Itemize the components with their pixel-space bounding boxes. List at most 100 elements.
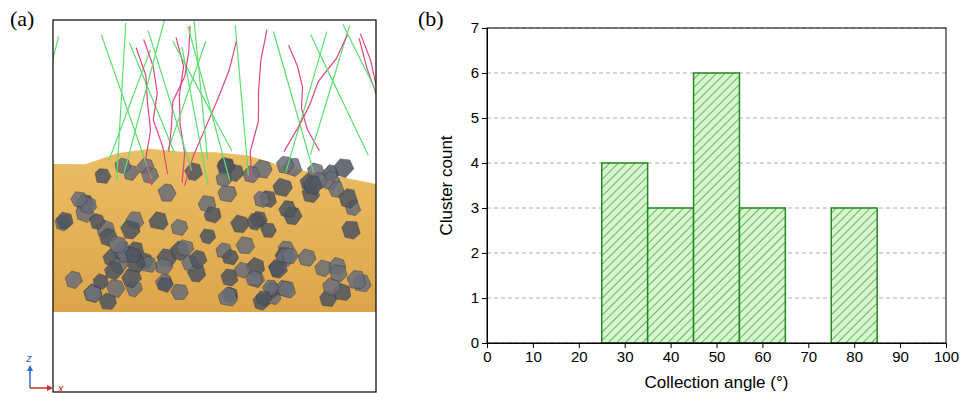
particle <box>204 207 221 223</box>
substrate-band <box>53 149 376 312</box>
y-tick: 6 <box>471 64 487 81</box>
trajectory <box>53 37 59 163</box>
axis-x-label: x <box>57 382 64 394</box>
y-tick: 0 <box>471 334 487 351</box>
trajectory <box>359 38 376 183</box>
particle <box>342 221 360 239</box>
bar <box>831 208 877 343</box>
x-tick: 0 <box>483 343 491 365</box>
y-tick: 4 <box>471 154 487 171</box>
y-tick-mark <box>482 73 487 74</box>
bar <box>739 208 785 343</box>
particle <box>218 185 237 202</box>
bar <box>602 163 648 343</box>
figure: zx(a)(b)010203040506070809010001234567Co… <box>0 0 969 406</box>
axis-x-arrowhead <box>47 385 53 391</box>
particle <box>222 249 238 265</box>
x-tick: 10 <box>525 343 542 365</box>
y-tick-label: 7 <box>471 19 479 36</box>
x-tick-label: 20 <box>571 348 588 365</box>
particle <box>269 260 288 279</box>
particle <box>149 212 168 230</box>
x-tick: 60 <box>755 343 772 365</box>
particle <box>278 282 296 299</box>
trajectory <box>124 21 165 176</box>
particle <box>65 271 82 288</box>
particle <box>282 248 298 264</box>
trajectory <box>144 39 168 173</box>
x-tick: 70 <box>800 343 817 365</box>
y-tick: 7 <box>471 19 487 36</box>
y-tick-mark <box>482 163 487 164</box>
particle <box>157 278 173 293</box>
bar <box>694 73 740 343</box>
y-axis-title: Cluster count <box>437 135 456 235</box>
y-tick-label: 0 <box>471 334 479 351</box>
x-tick: 50 <box>709 343 726 365</box>
y-axis-line <box>482 29 488 344</box>
y-tick-mark <box>482 253 487 254</box>
axis-z-arrowhead <box>27 365 33 371</box>
x-tick-label: 30 <box>617 348 634 365</box>
y-tick-label: 2 <box>471 244 479 261</box>
particle <box>347 270 366 288</box>
x-tick: 30 <box>617 343 634 365</box>
y-tick-mark <box>482 208 487 209</box>
y-tick-label: 5 <box>471 109 479 126</box>
x-tick-label: 100 <box>934 348 959 365</box>
plot-frame <box>487 28 946 343</box>
x-tick-label: 40 <box>663 348 680 365</box>
trajectory <box>284 35 347 152</box>
grid <box>487 28 946 343</box>
bar <box>648 208 694 343</box>
y-tick-mark <box>482 298 487 299</box>
particle <box>125 247 141 263</box>
particle <box>330 265 347 282</box>
x-tick-label: 50 <box>709 348 726 365</box>
y-tick-mark <box>482 118 487 119</box>
trajectory <box>188 26 230 180</box>
particle <box>276 156 294 173</box>
y-tick: 3 <box>471 199 487 216</box>
trajectory <box>173 41 232 151</box>
particle <box>189 250 207 268</box>
y-tick-mark <box>482 28 487 29</box>
particle <box>279 201 297 217</box>
trajectory <box>311 35 369 156</box>
x-tick: 80 <box>846 343 863 365</box>
y-tick-label: 1 <box>471 289 479 306</box>
particle <box>108 236 126 253</box>
particle <box>121 220 141 239</box>
particle <box>89 214 105 230</box>
x-tick: 20 <box>571 343 588 365</box>
trajectory <box>310 25 349 155</box>
particle <box>93 274 108 290</box>
particle <box>298 249 316 266</box>
trajectory <box>109 49 151 160</box>
particle <box>261 223 277 237</box>
particle <box>221 269 238 286</box>
particle <box>171 219 188 235</box>
particle <box>246 270 262 286</box>
x-axis-title: Collection angle (°) <box>645 373 789 392</box>
trajectory <box>169 26 190 152</box>
x-tick: 90 <box>892 343 909 365</box>
particle <box>315 260 332 277</box>
particle <box>95 169 111 184</box>
trajectory <box>250 30 267 183</box>
trajectory <box>101 35 151 179</box>
x-tick-label: 10 <box>525 348 542 365</box>
y-tick: 1 <box>471 289 487 306</box>
particle <box>99 293 116 309</box>
x-tick: 100 <box>934 343 959 365</box>
particle <box>231 215 249 232</box>
y-tick-mark <box>482 343 487 344</box>
trajectory <box>235 25 248 176</box>
particle <box>273 178 292 196</box>
trajectory <box>185 41 237 185</box>
particle <box>218 287 237 306</box>
axis-z-label: z <box>25 352 32 364</box>
particle <box>71 192 88 207</box>
y-tick-label: 6 <box>471 64 479 81</box>
y-tick: 5 <box>471 109 487 126</box>
